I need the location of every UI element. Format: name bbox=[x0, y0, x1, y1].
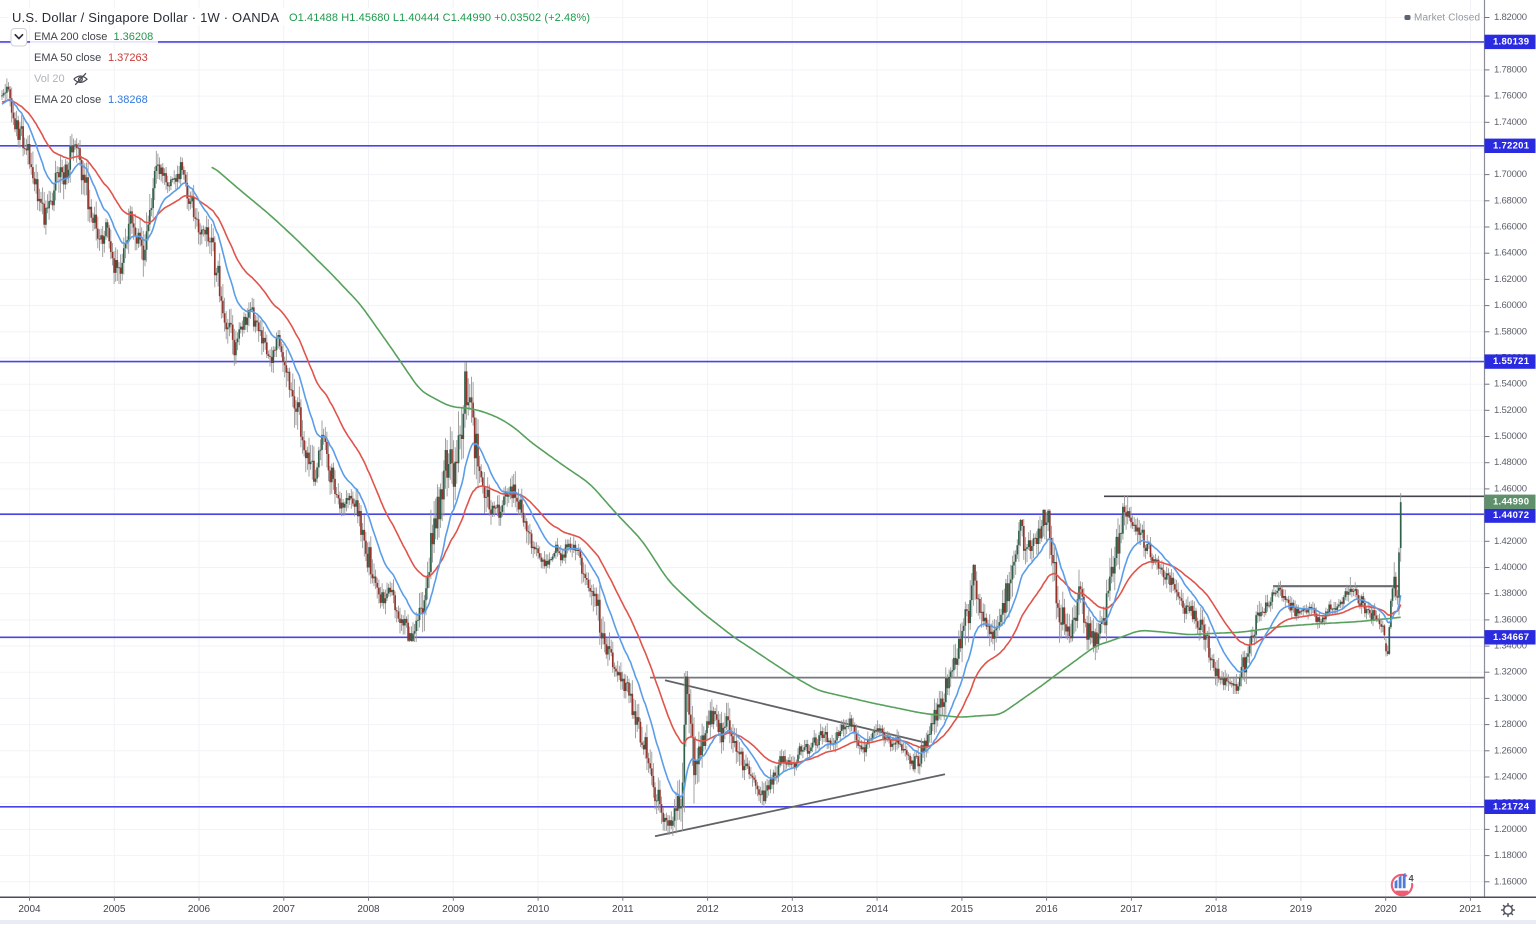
svg-text:1.34667: 1.34667 bbox=[1493, 632, 1529, 643]
svg-text:1.20000: 1.20000 bbox=[1494, 824, 1527, 835]
svg-text:2012: 2012 bbox=[696, 904, 719, 915]
svg-text:2014: 2014 bbox=[866, 904, 889, 915]
svg-text:EMA 200 close: EMA 200 close bbox=[34, 31, 107, 43]
svg-text:O1.41488 H1.45680 L1.40444 C1.: O1.41488 H1.45680 L1.40444 C1.44990 +0.0… bbox=[289, 12, 590, 24]
svg-text:2006: 2006 bbox=[188, 904, 211, 915]
svg-text:1.16000: 1.16000 bbox=[1494, 876, 1527, 887]
svg-text:1.72201: 1.72201 bbox=[1493, 140, 1530, 151]
svg-text:1.64000: 1.64000 bbox=[1494, 248, 1527, 259]
svg-text:1.74000: 1.74000 bbox=[1494, 117, 1527, 128]
svg-text:1.46000: 1.46000 bbox=[1494, 483, 1527, 494]
svg-text:1.78000: 1.78000 bbox=[1494, 64, 1527, 75]
svg-text:1.38000: 1.38000 bbox=[1494, 588, 1527, 599]
svg-text:2010: 2010 bbox=[527, 904, 550, 915]
svg-text:1.54000: 1.54000 bbox=[1494, 379, 1527, 390]
svg-text:Market Closed: Market Closed bbox=[1414, 13, 1480, 24]
svg-text:2007: 2007 bbox=[273, 904, 296, 915]
svg-text:1.34000: 1.34000 bbox=[1494, 641, 1527, 652]
svg-text:1.32000: 1.32000 bbox=[1494, 667, 1527, 678]
svg-text:1.76000: 1.76000 bbox=[1494, 91, 1527, 102]
svg-text:1.48000: 1.48000 bbox=[1494, 457, 1527, 468]
svg-text:1.52000: 1.52000 bbox=[1494, 405, 1527, 416]
svg-text:1.37263: 1.37263 bbox=[108, 52, 148, 64]
svg-text:EMA 50 close: EMA 50 close bbox=[34, 52, 101, 64]
svg-text:1.70000: 1.70000 bbox=[1494, 169, 1527, 180]
svg-text:4: 4 bbox=[1409, 874, 1414, 884]
svg-text:1.60000: 1.60000 bbox=[1494, 300, 1527, 311]
svg-text:2017: 2017 bbox=[1120, 904, 1143, 915]
svg-text:2020: 2020 bbox=[1375, 904, 1398, 915]
svg-text:1.55721: 1.55721 bbox=[1493, 356, 1530, 367]
svg-text:1.62000: 1.62000 bbox=[1494, 274, 1527, 285]
svg-text:1.50000: 1.50000 bbox=[1494, 431, 1527, 442]
svg-text:1.21724: 1.21724 bbox=[1493, 801, 1530, 812]
svg-text:2005: 2005 bbox=[103, 904, 126, 915]
svg-text:2019: 2019 bbox=[1290, 904, 1313, 915]
svg-text:1.38268: 1.38268 bbox=[108, 94, 148, 106]
svg-text:1.68000: 1.68000 bbox=[1494, 195, 1527, 206]
svg-text:2021: 2021 bbox=[1459, 904, 1482, 915]
svg-text:1.36000: 1.36000 bbox=[1494, 614, 1527, 625]
svg-text:1.18000: 1.18000 bbox=[1494, 850, 1527, 861]
svg-text:1.42000: 1.42000 bbox=[1494, 536, 1527, 547]
svg-text:1.80139: 1.80139 bbox=[1493, 36, 1529, 47]
svg-text:1.26000: 1.26000 bbox=[1494, 745, 1527, 756]
svg-text:2011: 2011 bbox=[612, 904, 634, 915]
svg-text:2008: 2008 bbox=[357, 904, 380, 915]
svg-text:1.30000: 1.30000 bbox=[1494, 693, 1527, 704]
svg-text:1.44990: 1.44990 bbox=[1493, 496, 1529, 507]
svg-text:1.28000: 1.28000 bbox=[1494, 719, 1527, 730]
svg-text:2015: 2015 bbox=[951, 904, 974, 915]
svg-text:2004: 2004 bbox=[18, 904, 41, 915]
svg-text:1.24000: 1.24000 bbox=[1494, 772, 1527, 783]
svg-text:1.58000: 1.58000 bbox=[1494, 326, 1527, 337]
svg-text:U.S. Dollar / Singapore Dollar: U.S. Dollar / Singapore Dollar · 1W · OA… bbox=[12, 10, 279, 25]
svg-text:EMA 20 close: EMA 20 close bbox=[34, 94, 101, 106]
svg-text:1.44072: 1.44072 bbox=[1493, 510, 1529, 521]
svg-text:2016: 2016 bbox=[1035, 904, 1058, 915]
svg-text:1.40000: 1.40000 bbox=[1494, 562, 1527, 573]
svg-text:1.36208: 1.36208 bbox=[114, 31, 154, 43]
svg-text:2009: 2009 bbox=[442, 904, 465, 915]
svg-text:2013: 2013 bbox=[781, 904, 804, 915]
svg-text:1.66000: 1.66000 bbox=[1494, 222, 1527, 233]
svg-text:1.82000: 1.82000 bbox=[1494, 12, 1527, 23]
svg-text:2018: 2018 bbox=[1205, 904, 1228, 915]
svg-text:Vol 20: Vol 20 bbox=[34, 73, 65, 85]
